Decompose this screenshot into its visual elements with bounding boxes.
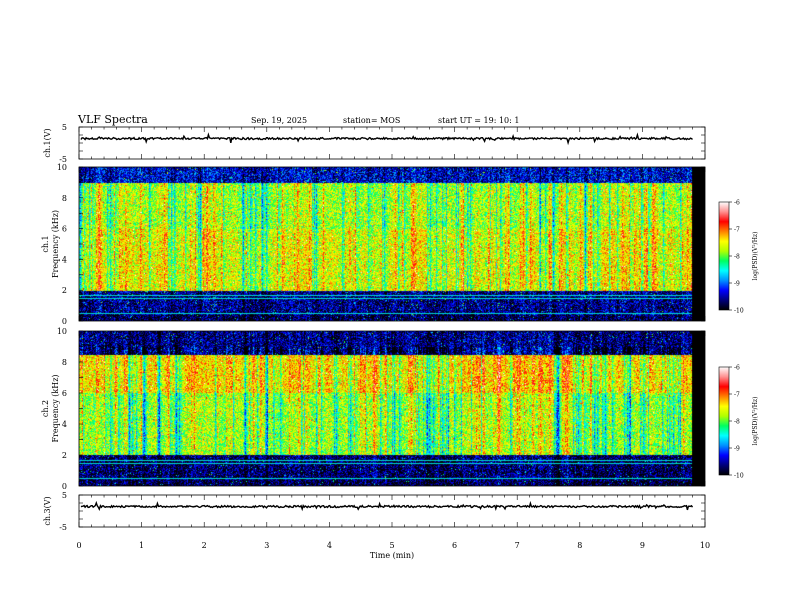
x-tick-label: 3 — [264, 541, 269, 550]
colorbar-tick-label: -7 — [734, 392, 740, 399]
ch1-spectrogram-y-tick-label: 8 — [62, 194, 67, 203]
colorbar-tick-label: -8 — [734, 419, 740, 426]
colorbar-tick-label: -6 — [734, 365, 740, 372]
colorbar-label: log(PSD)(V²/Hz) — [752, 232, 759, 281]
ch3-waveform-y-tick-label: -5 — [59, 523, 67, 532]
colorbar-tick-label: -8 — [734, 254, 740, 261]
colorbar-tick-label: -9 — [734, 281, 740, 288]
x-tick-label: 4 — [327, 541, 332, 550]
ch2-spectrogram-y-tick-label: 8 — [62, 358, 67, 367]
ch1-spectrogram-y-tick-label: 2 — [62, 286, 67, 295]
x-tick-label: 2 — [202, 541, 207, 550]
x-axis-label: Time (min) — [370, 551, 414, 560]
ch1-waveform-y-tick-label: 5 — [62, 123, 67, 132]
station-label: station= MOS — [343, 116, 401, 125]
x-tick-label: 1 — [139, 541, 144, 550]
start-time-label: start UT = 19: 10: 1 — [438, 116, 520, 125]
colorbar-2 — [718, 366, 730, 476]
ch3-waveform-y-tick-label: 5 — [62, 491, 67, 500]
x-tick-label: 8 — [577, 541, 582, 550]
colorbar-tick-label: -10 — [734, 473, 744, 480]
x-tick-label: 7 — [515, 541, 520, 550]
ch2-spectrogram-image — [79, 331, 705, 486]
ch1-spectrogram-y-axis-label: Frequency (kHz) — [51, 210, 60, 278]
colorbar-1 — [718, 201, 730, 311]
ch1-waveform-y-tick-label: -5 — [59, 155, 67, 164]
x-tick-label: 9 — [640, 541, 645, 550]
x-tick-label: 5 — [389, 541, 394, 550]
ch2-spectrogram-y-axis-channel-label: ch.2 — [41, 400, 50, 417]
ch3-waveform-line — [80, 500, 694, 512]
ch2-spectrogram-y-tick-label: 4 — [62, 420, 67, 429]
ch1-waveform-y-axis-label: ch.1(V) — [43, 128, 52, 157]
ch1-spectrogram-image — [79, 167, 705, 321]
ch1-spectrogram-y-tick-label: 10 — [57, 163, 67, 172]
ch2-spectrogram-y-axis-label: Frequency (kHz) — [51, 374, 60, 442]
ch1-spectrogram-y-tick-label: 0 — [62, 317, 67, 326]
ch2-spectrogram-y-tick-label: 2 — [62, 451, 67, 460]
x-tick-label: 6 — [452, 541, 457, 550]
ch3-waveform-y-axis-label: ch.3(V) — [43, 496, 52, 525]
x-tick-label: 0 — [76, 541, 81, 550]
ch1-spectrogram-y-tick-label: 4 — [62, 255, 67, 264]
ch2-spectrogram-y-tick-label: 6 — [62, 389, 67, 398]
ch2-spectrogram-y-tick-label: 0 — [62, 482, 67, 491]
chart-title: VLF Spectra — [78, 113, 148, 126]
ch1-spectrogram-y-tick-label: 6 — [62, 225, 67, 234]
ch1-spectrogram-y-axis-channel-label: ch.1 — [41, 235, 50, 252]
colorbar-tick-label: -7 — [734, 227, 740, 234]
colorbar-tick-label: -9 — [734, 446, 740, 453]
ch1-waveform-line — [80, 132, 693, 146]
date-label: Sep. 19, 2025 — [251, 116, 308, 125]
x-tick-label: 10 — [700, 541, 710, 550]
colorbar-tick-label: -10 — [734, 308, 744, 315]
colorbar-tick-label: -6 — [734, 200, 740, 207]
ch2-spectrogram-y-tick-label: 10 — [57, 327, 67, 336]
colorbar-label: log(PSD)(V²/Hz) — [752, 397, 759, 446]
